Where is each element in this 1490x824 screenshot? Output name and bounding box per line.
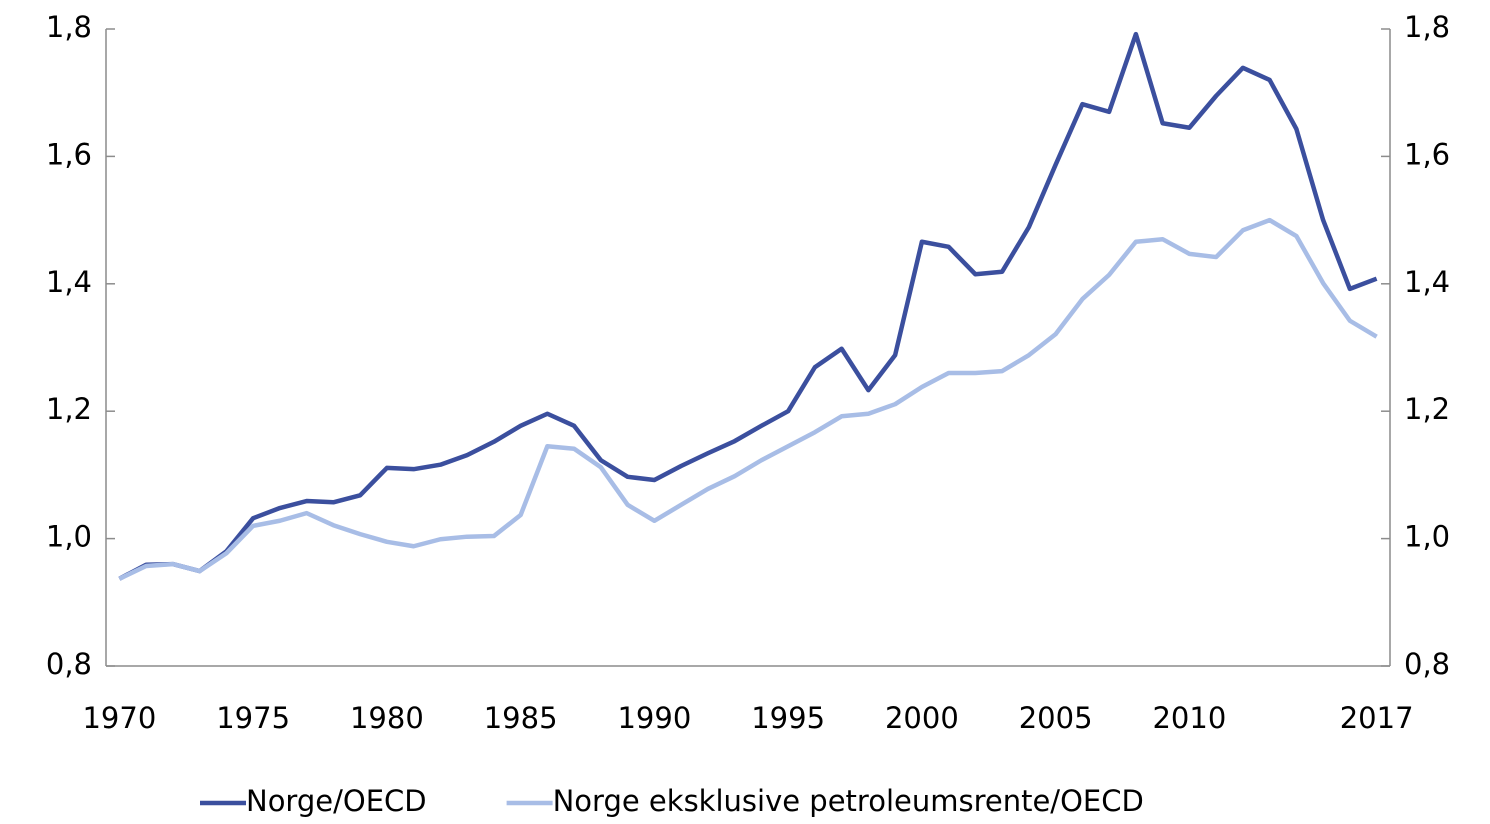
x-tick-label: 2005: [1019, 701, 1093, 735]
y-tick-label: 1,4: [46, 265, 92, 299]
x-tick-label: 1975: [216, 701, 290, 735]
x-tick-label: 1990: [617, 701, 691, 735]
x-tick-label: 2000: [885, 701, 959, 735]
y-tick-label: 0,8: [46, 647, 92, 681]
x-tick-label: 1970: [82, 701, 156, 735]
x-tick-label: 2017: [1340, 701, 1414, 735]
y2-tick-label: 1,4: [1404, 265, 1450, 299]
x-tick-label: 1980: [350, 701, 424, 735]
x-tick-label: 2010: [1152, 701, 1226, 735]
x-tick-label: 1995: [751, 701, 825, 735]
series-line: [118, 31, 1378, 581]
y-tick-label: 1,6: [46, 137, 92, 171]
y2-tick-label: 0,8: [1404, 647, 1450, 681]
legend-label: Norge/OECD: [246, 784, 427, 818]
y2-tick-label: 1,0: [1404, 520, 1450, 554]
y2-tick-label: 1,8: [1404, 10, 1450, 44]
y2-tick-label: 1,2: [1404, 392, 1450, 426]
y-tick-label: 1,2: [46, 392, 92, 426]
series-line: [118, 217, 1378, 581]
y2-tick-label: 1,6: [1404, 137, 1450, 171]
y-tick-label: 1,8: [46, 10, 92, 44]
x-tick-label: 1985: [484, 701, 558, 735]
legend-label: Norge eksklusive petroleumsrente/OECD: [553, 784, 1144, 818]
y-tick-label: 1,0: [46, 520, 92, 554]
